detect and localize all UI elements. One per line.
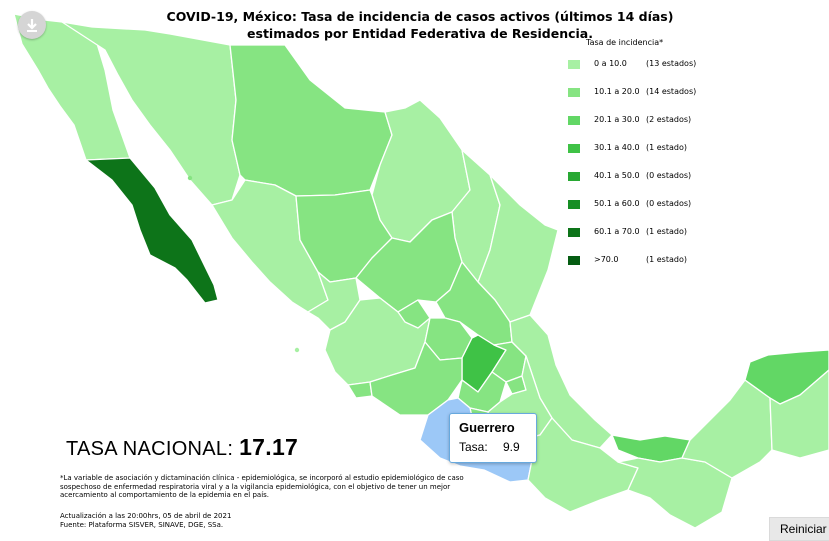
update-line: Actualización a las 20:00hrs, 05 de abri… — [60, 512, 232, 520]
national-rate: TASA NACIONAL: 17.17 — [66, 434, 298, 461]
legend-count: (0 estados) — [646, 171, 692, 180]
legend-swatch — [568, 200, 580, 209]
legend-swatch — [568, 256, 580, 265]
update-info: Actualización a las 20:00hrs, 05 de abri… — [60, 512, 231, 530]
legend-range: 10.1 a 20.0 — [594, 87, 640, 96]
national-rate-label: TASA NACIONAL: — [66, 438, 240, 460]
legend-count: (1 estado) — [646, 227, 687, 236]
tooltip-label: Tasa: — [459, 440, 488, 454]
download-button[interactable] — [18, 11, 46, 39]
legend-count: (2 estados) — [646, 115, 692, 124]
legend-item[interactable]: 50.1 a 60.0 (0 estados) — [568, 198, 748, 210]
state-tooltip: Guerrero Tasa: 9.9 — [449, 413, 537, 463]
legend-range: 60.1 a 70.0 — [594, 227, 640, 236]
legend-range: >70.0 — [594, 255, 619, 264]
legend-range: 20.1 a 30.0 — [594, 115, 640, 124]
state-michoacan[interactable] — [369, 341, 463, 416]
legend-item[interactable]: 60.1 a 70.0 (1 estado) — [568, 226, 748, 238]
legend-item[interactable]: 40.1 a 50.0 (0 estados) — [568, 170, 748, 182]
legend-item[interactable]: 20.1 a 30.0 (2 estados) — [568, 114, 748, 126]
legend-item[interactable]: 30.1 a 40.0 (1 estado) — [568, 142, 748, 154]
state-quintana-roo[interactable] — [769, 369, 829, 459]
methodology-note: *La variable de asociación y dictaminaci… — [60, 474, 464, 499]
tooltip-value: 9.9 — [503, 440, 520, 454]
reset-button[interactable]: Reiniciar — [769, 517, 829, 541]
download-icon — [27, 19, 37, 32]
legend-range: 0 a 10.0 — [594, 59, 627, 68]
island-shape — [294, 347, 300, 353]
legend-swatch — [568, 60, 580, 69]
legend-range: 30.1 a 40.0 — [594, 143, 640, 152]
legend-count: (0 estados) — [646, 199, 692, 208]
state-colima[interactable] — [347, 381, 373, 399]
title-line-2: estimados por Entidad Federativa de Resi… — [247, 26, 593, 41]
state-tabasco[interactable] — [611, 434, 691, 463]
legend-swatch — [568, 88, 580, 97]
state-chiapas[interactable] — [617, 457, 733, 529]
legend-count: (13 estados) — [646, 59, 697, 68]
tooltip-state-name: Guerrero — [459, 420, 515, 435]
legend-count: (1 estado) — [646, 255, 687, 264]
legend-swatch — [568, 116, 580, 125]
legend-count: (1 estado) — [646, 143, 687, 152]
legend-title: Tasa de incidencia* — [586, 38, 664, 47]
legend-item[interactable]: >70.0 (1 estado) — [568, 254, 748, 266]
national-rate-value: 17.17 — [239, 434, 299, 460]
legend-range: 50.1 a 60.0 — [594, 199, 640, 208]
island-shape — [187, 175, 193, 181]
legend-item[interactable]: 0 a 10.0 (13 estados) — [568, 58, 748, 70]
state-baja-california-sur[interactable] — [85, 157, 219, 304]
state-aguascalientes[interactable] — [397, 299, 431, 329]
legend-item[interactable]: 10.1 a 20.0 (14 estados) — [568, 86, 748, 98]
map-title: COVID-19, México: Tasa de incidencia de … — [150, 8, 690, 42]
legend-swatch — [568, 228, 580, 237]
state-chihuahua[interactable] — [229, 44, 393, 197]
source-line: Fuente: Plataforma SISVER, SINAVE, DGE, … — [60, 521, 224, 529]
legend-swatch — [568, 144, 580, 153]
legend-count: (14 estados) — [646, 87, 697, 96]
title-line-1: COVID-19, México: Tasa de incidencia de … — [166, 9, 674, 24]
legend-swatch — [568, 172, 580, 181]
legend-range: 40.1 a 50.0 — [594, 171, 640, 180]
